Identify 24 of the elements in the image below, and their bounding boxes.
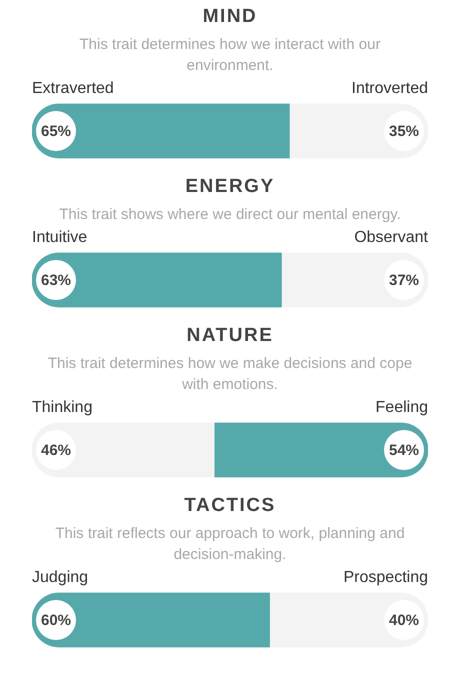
chart-subtitle: This trait determines how we make decisions and cope with emotions. bbox=[46, 354, 414, 395]
chart-title: MIND bbox=[202, 6, 258, 28]
series-label: Judging bbox=[32, 569, 88, 587]
series-label: Thinking bbox=[32, 399, 92, 417]
chart-subtitle: This trait determines how we interact with our environment. bbox=[78, 35, 382, 76]
chart-subtitle: This trait shows where we direct our mental energy. bbox=[58, 205, 402, 225]
data-label: 63% bbox=[40, 272, 72, 290]
data-label: 46% bbox=[40, 442, 72, 460]
chart-title: NATURE bbox=[186, 325, 274, 347]
series-label: Observant bbox=[354, 229, 428, 247]
data-label: 40% bbox=[388, 612, 420, 630]
series-label: Feeling bbox=[376, 399, 428, 417]
series-label: Prospecting bbox=[344, 569, 428, 587]
chart-title: TACTICS bbox=[183, 495, 277, 517]
chart-subtitle: This trait reflects our approach to work, planning and decision-making. bbox=[54, 524, 406, 565]
data-label: 54% bbox=[388, 442, 420, 460]
series-label: Intuitive bbox=[32, 229, 88, 247]
data-label: 35% bbox=[388, 123, 420, 140]
data-label: 37% bbox=[388, 272, 420, 290]
series-label: Introverted bbox=[352, 80, 428, 98]
data-label: 65% bbox=[40, 123, 72, 140]
series-label: Extraverted bbox=[32, 80, 114, 98]
data-label: 60% bbox=[40, 612, 72, 630]
chart-title: ENERGY bbox=[184, 176, 276, 198]
